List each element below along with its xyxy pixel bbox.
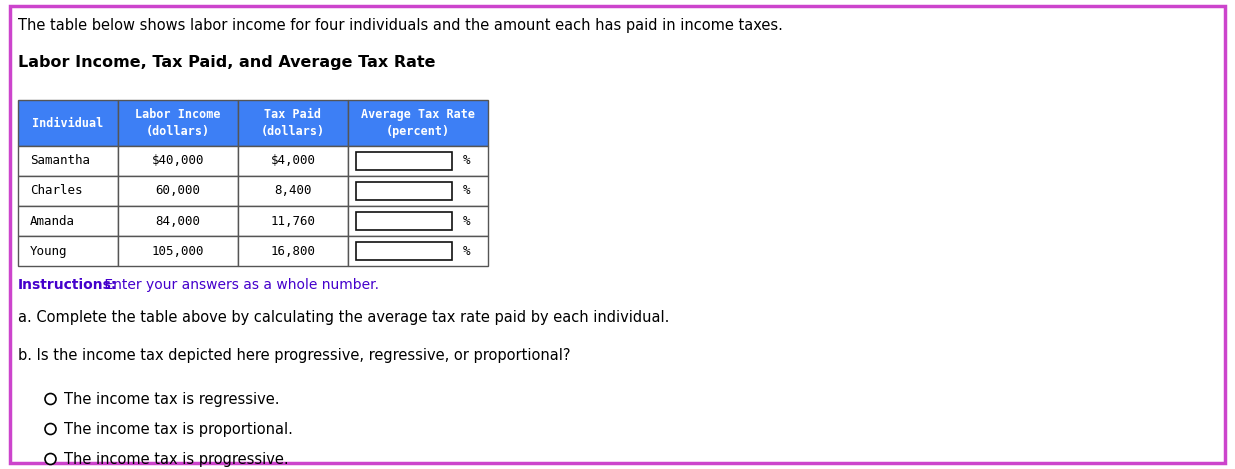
Text: %: %	[463, 244, 471, 257]
Text: Enter your answers as a whole number.: Enter your answers as a whole number.	[100, 278, 379, 292]
Text: %: %	[463, 184, 471, 197]
Text: $4,000: $4,000	[270, 154, 315, 167]
Text: 8,400: 8,400	[274, 184, 311, 197]
Text: Labor Income, Tax Paid, and Average Tax Rate: Labor Income, Tax Paid, and Average Tax …	[19, 55, 436, 70]
Text: (percent): (percent)	[385, 125, 450, 138]
Text: Charles: Charles	[30, 184, 83, 197]
Text: Young: Young	[30, 244, 68, 257]
Text: %: %	[463, 214, 471, 227]
Text: 60,000: 60,000	[156, 184, 200, 197]
Text: The table below shows labor income for four individuals and the amount each has : The table below shows labor income for f…	[19, 18, 783, 33]
Text: Average Tax Rate: Average Tax Rate	[361, 108, 475, 121]
Text: The income tax is progressive.: The income tax is progressive.	[64, 452, 289, 467]
Text: $40,000: $40,000	[152, 154, 204, 167]
Text: 16,800: 16,800	[270, 244, 315, 257]
Text: (dollars): (dollars)	[261, 125, 325, 138]
Text: Samantha: Samantha	[30, 154, 90, 167]
Text: 84,000: 84,000	[156, 214, 200, 227]
Text: (dollars): (dollars)	[146, 125, 210, 138]
Text: Amanda: Amanda	[30, 214, 75, 227]
Text: b. Is the income tax depicted here progressive, regressive, or proportional?: b. Is the income tax depicted here progr…	[19, 348, 571, 363]
Text: Individual: Individual	[32, 116, 104, 129]
Text: 105,000: 105,000	[152, 244, 204, 257]
Text: Instructions:: Instructions:	[19, 278, 117, 292]
Text: %: %	[463, 154, 471, 167]
Text: The income tax is proportional.: The income tax is proportional.	[64, 422, 293, 437]
Text: Tax Paid: Tax Paid	[264, 108, 321, 121]
Text: Labor Income: Labor Income	[136, 108, 221, 121]
Text: a. Complete the table above by calculating the average tax rate paid by each ind: a. Complete the table above by calculati…	[19, 310, 669, 325]
Text: The income tax is regressive.: The income tax is regressive.	[64, 392, 279, 407]
Text: 11,760: 11,760	[270, 214, 315, 227]
